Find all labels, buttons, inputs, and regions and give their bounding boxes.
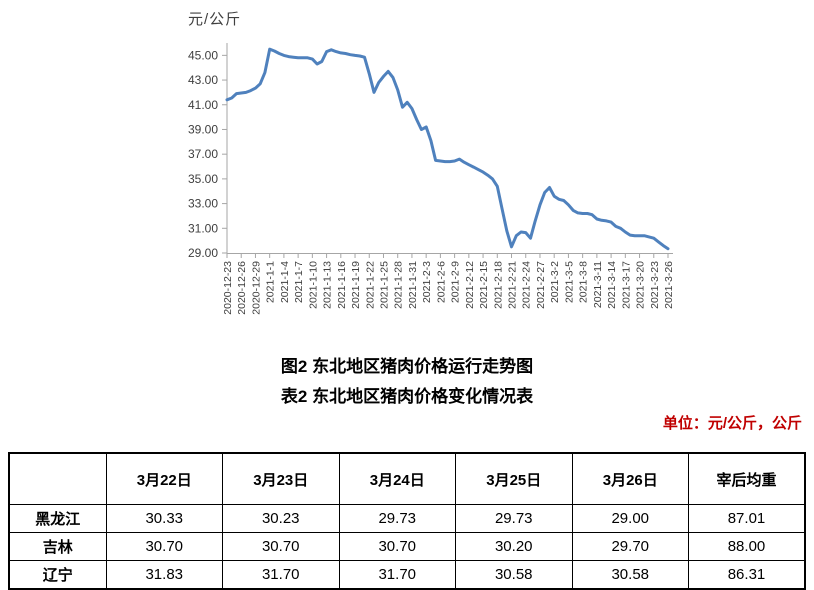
price-cell: 88.00 xyxy=(688,532,806,561)
column-header: 3月26日 xyxy=(571,452,689,505)
x-tick-label: 2021-3-8 xyxy=(578,261,590,303)
price-table: 3月22日 3月23日 3月24日 3月25日 3月26日 宰后均重 黑龙江 30.33 30… xyxy=(8,452,806,590)
y-tick-label: 37.00 xyxy=(188,147,218,161)
price-cell: 30.20 xyxy=(455,532,573,561)
x-tick-label: 2021-1-28 xyxy=(393,261,405,309)
y-tick-label: 41.00 xyxy=(188,98,218,112)
unit-note: 单位：元/公斤，公斤 xyxy=(662,415,802,432)
table-title: 表2 东北地区猪肉价格变化情况表 xyxy=(280,387,534,406)
price-cell: 31.70 xyxy=(338,560,456,590)
x-tick-label: 2020-12-29 xyxy=(250,261,262,315)
price-cell: 29.73 xyxy=(455,504,573,533)
price-cell: 29.00 xyxy=(571,504,689,533)
x-tick-label: 2021-3-11 xyxy=(592,261,604,308)
price-cell: 30.58 xyxy=(455,560,573,590)
x-tick-label: 2021-1-16 xyxy=(336,261,348,309)
price-table-body: 黑龙江 30.33 30.23 29.73 29.73 29.00 87.01 吉林 30.70… xyxy=(8,504,806,590)
x-tick-label: 2021-1-22 xyxy=(364,261,376,309)
y-axis-unit-label: 元/公斤 xyxy=(188,11,242,28)
x-tick-label: 2021-1-25 xyxy=(378,261,390,309)
y-tick-label: 33.00 xyxy=(188,197,218,211)
province-name-cell: 黑龙江 xyxy=(8,504,107,533)
x-tick-label: 2021-1-13 xyxy=(322,261,334,309)
column-header xyxy=(8,452,107,505)
x-tick-label: 2020-12-26 xyxy=(236,261,248,315)
province-name-cell: 吉林 xyxy=(8,532,107,561)
column-header: 3月24日 xyxy=(338,452,456,505)
x-tick-label: 2021-2-6 xyxy=(435,261,447,303)
x-tick-label: 2021-3-20 xyxy=(635,261,647,309)
price-cell: 87.01 xyxy=(688,504,806,533)
x-tick-label: 2021-2-12 xyxy=(464,261,476,309)
x-tick-label: 2021-3-23 xyxy=(649,261,661,309)
x-tick-label: 2021-2-21 xyxy=(507,261,519,309)
x-tick-label: 2021-2-24 xyxy=(521,261,533,309)
x-tick-label: 2021-1-19 xyxy=(350,261,362,309)
column-header: 3月23日 xyxy=(222,452,340,505)
x-tick-label: 2021-1-7 xyxy=(293,261,305,303)
x-tick-label: 2021-1-1 xyxy=(265,261,277,303)
column-header: 3月22日 xyxy=(105,452,223,505)
column-header: 宰后均重 xyxy=(688,452,806,505)
x-tick-label: 2021-2-9 xyxy=(450,261,462,303)
price-cell: 30.70 xyxy=(105,532,223,561)
caption-block: 图2 东北地区猪肉价格运行走势图 表2 东北地区猪肉价格变化情况表 xyxy=(0,352,814,412)
x-tick-label: 2021-1-10 xyxy=(307,261,319,309)
price-line-series xyxy=(225,47,670,251)
province-name-cell: 辽宁 xyxy=(8,560,107,590)
table-header-row: 3月22日 3月23日 3月24日 3月25日 3月26日 宰后均重 xyxy=(8,452,806,505)
table-row: 吉林 30.70 30.70 30.70 30.20 29.70 88.00 xyxy=(8,532,806,561)
x-tick-label: 2020-12-23 xyxy=(222,261,234,315)
column-header: 3月25日 xyxy=(455,452,573,505)
x-tick-label: 2021-2-18 xyxy=(492,261,504,309)
price-cell: 86.31 xyxy=(688,560,806,590)
price-cell: 30.58 xyxy=(571,560,689,590)
price-cell: 30.23 xyxy=(222,504,340,533)
price-cell: 31.70 xyxy=(222,560,340,590)
y-tick-label: 35.00 xyxy=(188,172,218,186)
x-tick-label: 2021-3-14 xyxy=(606,261,618,309)
y-tick-label: 45.00 xyxy=(188,48,218,62)
price-trend-chart: 元/公斤 29.00 31.00 33.00 35.00 37.00 39.00 41.00… xyxy=(188,11,675,315)
y-tick-label: 29.00 xyxy=(188,246,218,260)
x-tick-label: 2021-2-27 xyxy=(535,261,547,309)
table-row: 辽宁 31.83 31.70 31.70 30.58 30.58 86.31 xyxy=(8,560,806,590)
table-row: 黑龙江 30.33 30.23 29.73 29.73 29.00 87.01 xyxy=(8,504,806,533)
x-tick-label: 2021-2-3 xyxy=(421,261,433,303)
price-cell: 29.70 xyxy=(571,532,689,561)
x-tick-label: 2021-3-5 xyxy=(563,261,575,303)
x-tick-label: 2021-3-17 xyxy=(620,261,632,309)
x-tick-label: 2021-1-4 xyxy=(279,261,291,303)
price-cell: 29.73 xyxy=(338,504,456,533)
price-cell: 30.70 xyxy=(338,532,456,561)
figure-title: 图2 东北地区猪肉价格运行走势图 xyxy=(280,357,534,376)
price-cell: 30.70 xyxy=(222,532,340,561)
price-cell: 30.33 xyxy=(105,504,223,533)
y-tick-label: 43.00 xyxy=(188,73,218,87)
y-tick-label: 39.00 xyxy=(188,122,218,136)
y-tick-label: 31.00 xyxy=(188,221,218,235)
price-table-header: 3月22日 3月23日 3月24日 3月25日 3月26日 宰后均重 xyxy=(8,452,806,505)
x-tick-label: 2021-2-15 xyxy=(478,261,490,309)
x-tick-label: 2021-3-2 xyxy=(549,261,561,303)
x-tick-label: 2021-1-31 xyxy=(407,261,419,309)
x-tick-label: 2021-3-26 xyxy=(663,261,675,309)
line-chart-canvas: 29.00 31.00 33.00 35.00 37.00 39.00 41.00 43.00… xyxy=(188,43,675,315)
price-cell: 31.83 xyxy=(105,560,223,590)
